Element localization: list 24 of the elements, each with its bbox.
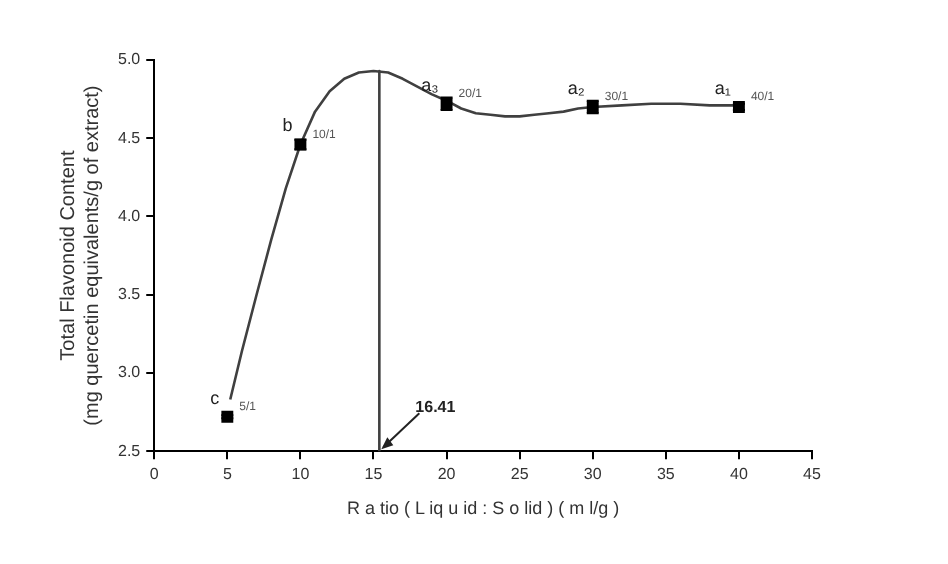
annotation: a₃ bbox=[421, 74, 440, 95]
x-tick-label: 5 bbox=[222, 465, 233, 484]
y-tick-label: 5.0 bbox=[117, 50, 142, 69]
x-tick-label: 0 bbox=[149, 465, 160, 484]
annotation: c bbox=[210, 387, 221, 408]
y-tick-label: 4.5 bbox=[117, 128, 142, 147]
annotation: a₁ bbox=[714, 77, 731, 98]
annotation: a₂ bbox=[567, 77, 586, 98]
y-axis-title: Total Flavonoid Content (mg quercetin equivalents/g of extract) bbox=[57, 85, 104, 426]
x-tick-label: 25 bbox=[510, 465, 530, 484]
annotation: b bbox=[282, 115, 293, 136]
x-tick-label: 15 bbox=[364, 465, 384, 484]
x-tick-label: 20 bbox=[437, 465, 457, 484]
x-tick-label: 40 bbox=[730, 465, 749, 484]
y-tick-label: 2.5 bbox=[117, 441, 142, 460]
x-tick-label: 10 bbox=[291, 465, 311, 484]
x-tick-label: 45 bbox=[803, 465, 822, 484]
x-axis-title: R a tio ( L iq u id : S o lid ) ( m l/g ) bbox=[346, 498, 620, 519]
y-tick-label: 4.0 bbox=[117, 206, 142, 225]
y-tick-label: 3.5 bbox=[117, 285, 142, 304]
y-tick-label: 3.0 bbox=[117, 363, 142, 382]
x-tick-label: 35 bbox=[656, 465, 676, 484]
annotation: 16.41 bbox=[415, 397, 457, 416]
x-tick-label: 30 bbox=[583, 465, 603, 484]
